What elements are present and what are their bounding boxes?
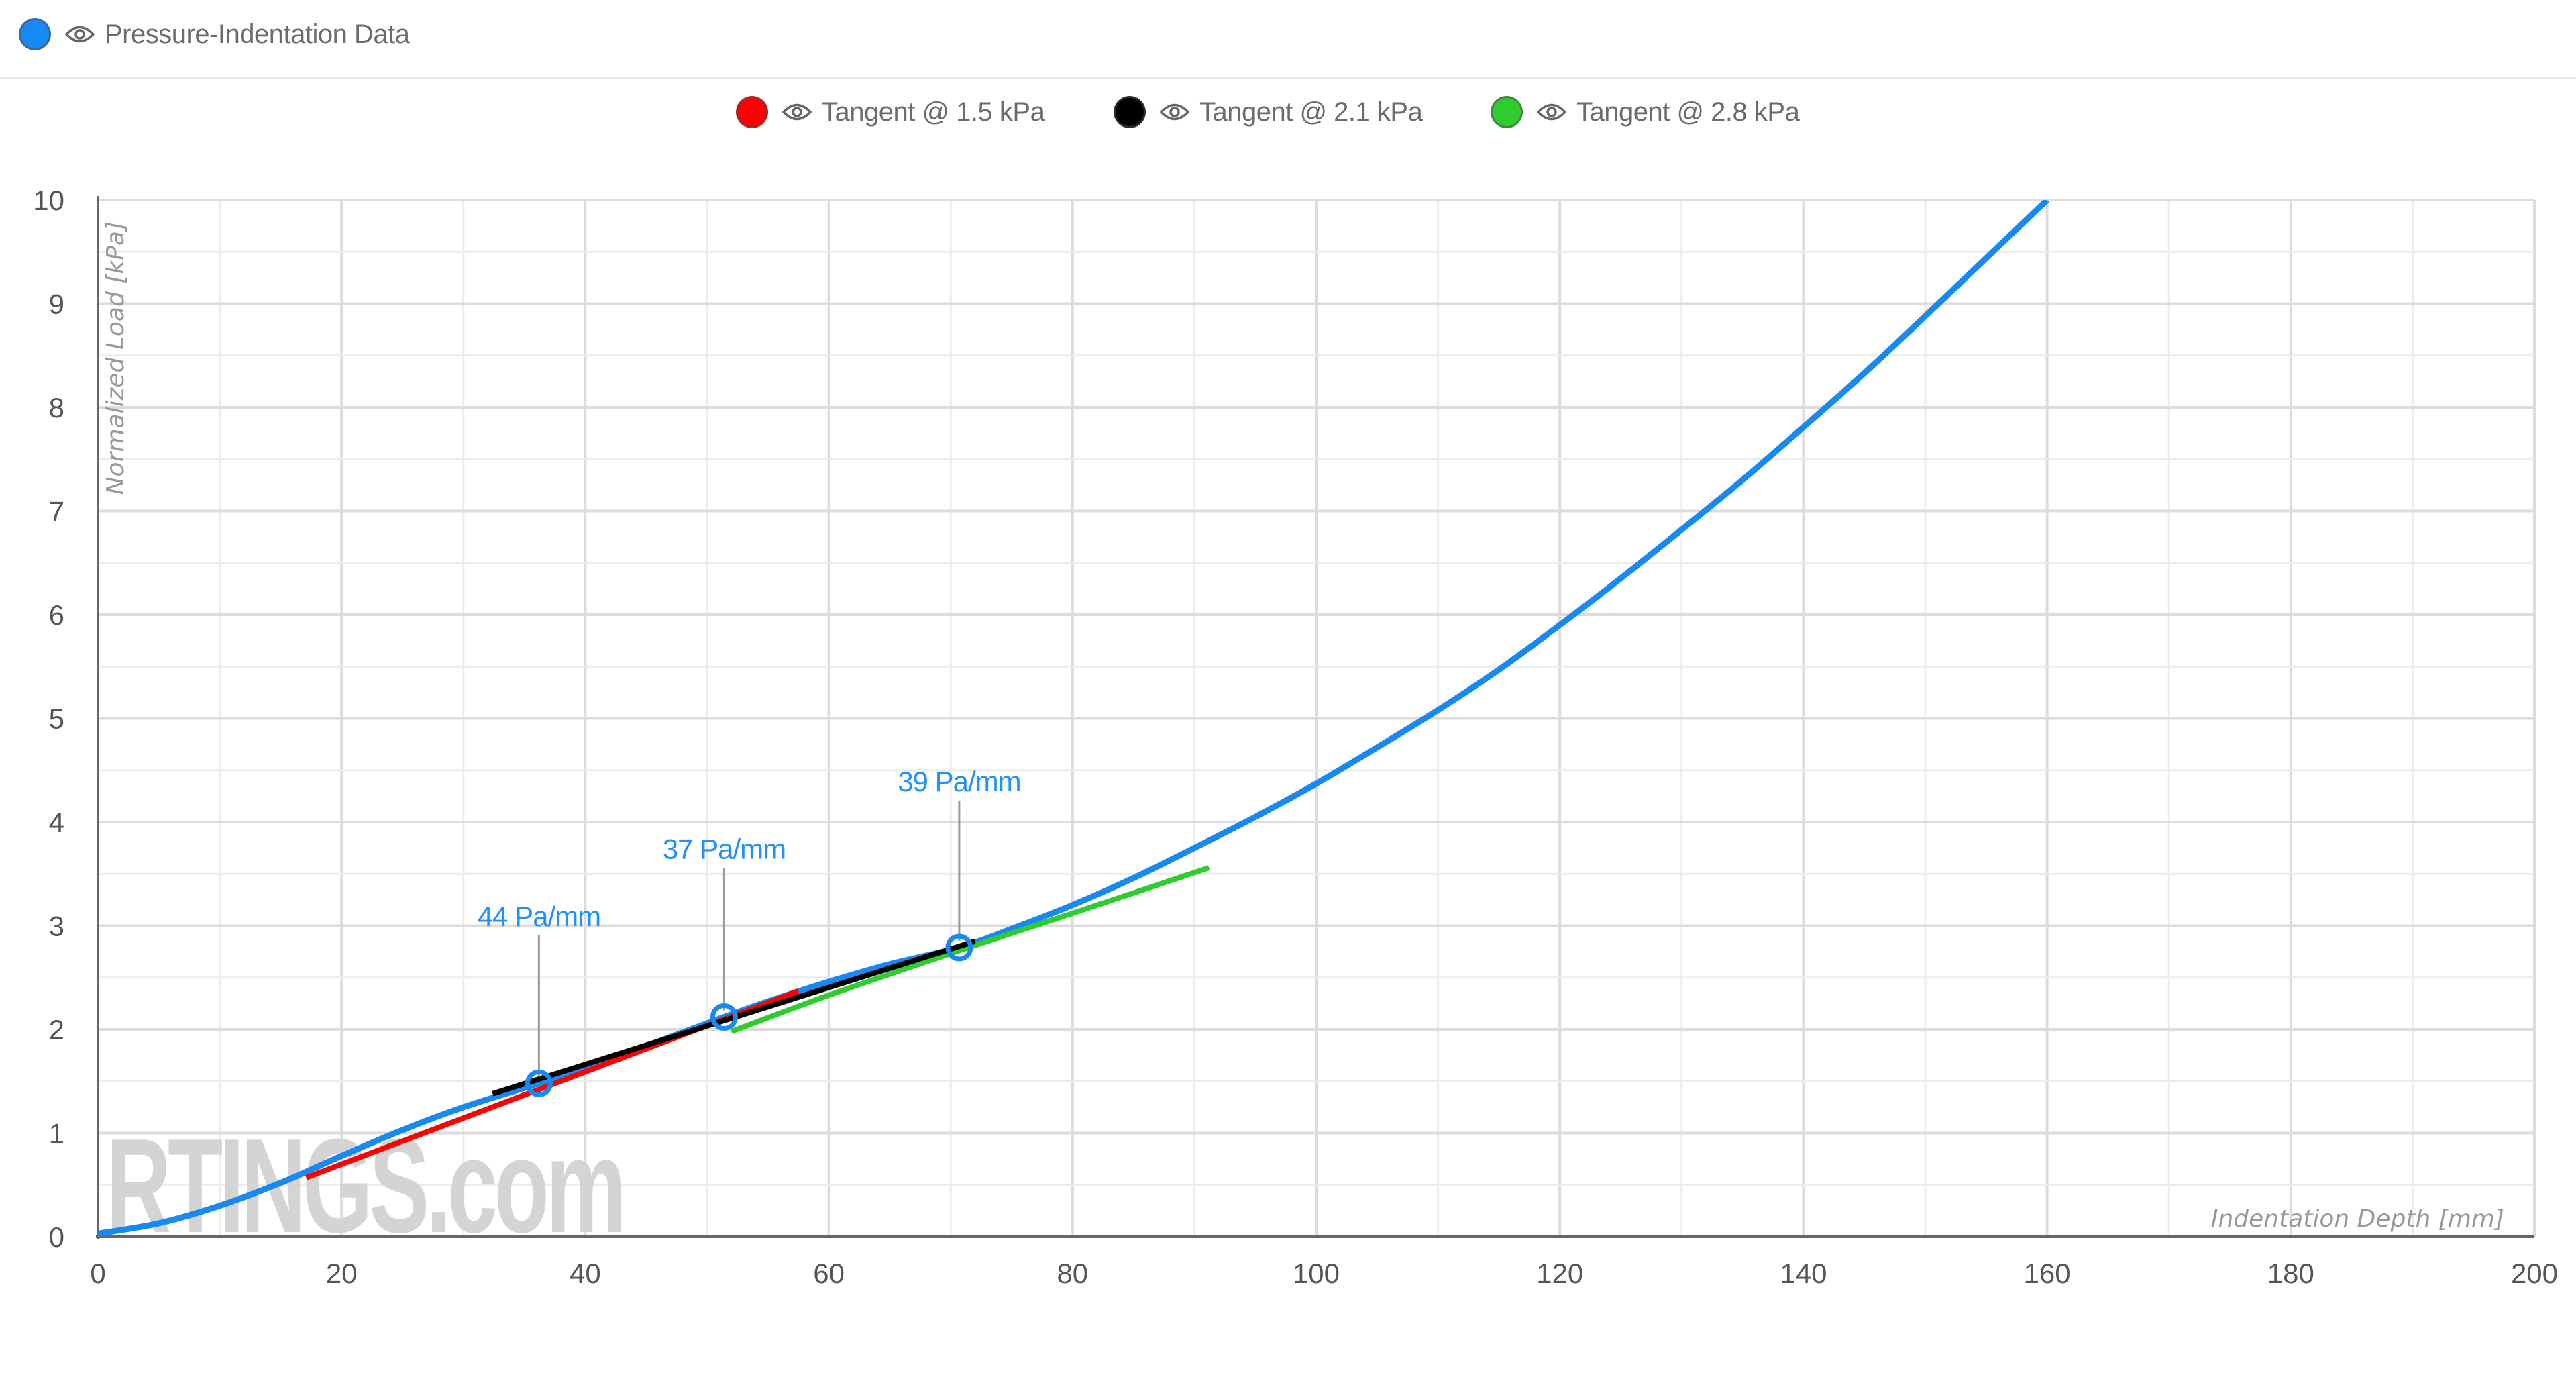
svg-text:8: 8 (49, 392, 64, 423)
annotation-3: 39 Pa/mm (898, 766, 1022, 962)
legend-item-tangent-1[interactable]: Tangent @ 1.5 kPa (736, 92, 1045, 132)
svg-text:9: 9 (49, 289, 64, 320)
series-color-dot (736, 96, 768, 128)
svg-text:3: 3 (49, 911, 64, 942)
slope-label: 39 Pa/mm (898, 766, 1020, 797)
svg-text:40: 40 (570, 1258, 601, 1289)
svg-text:140: 140 (1780, 1258, 1827, 1289)
svg-text:1: 1 (49, 1118, 64, 1150)
tangent-point-marker[interactable] (710, 1003, 738, 1031)
annotation-1: 44 Pa/mm (478, 901, 601, 1097)
grid (97, 199, 2536, 1238)
svg-text:60: 60 (813, 1258, 845, 1289)
svg-text:2: 2 (49, 1014, 64, 1046)
annotations: 44 Pa/mm 37 Pa/mm 39 Pa/mm (478, 766, 1022, 1097)
series-pressure-indentation (98, 200, 2049, 1237)
x-tick-labels: 0 20 40 60 80 100 120 140 160 180 200 (90, 1258, 2558, 1289)
eye-icon[interactable] (64, 24, 95, 44)
svg-text:100: 100 (1293, 1258, 1340, 1289)
annotation-2: 37 Pa/mm (663, 833, 786, 1031)
series-legend-bar: Pressure-Indentation Data (0, 0, 2576, 79)
svg-text:80: 80 (1057, 1258, 1088, 1289)
svg-text:0: 0 (90, 1258, 105, 1289)
tangent-point-marker[interactable] (525, 1069, 553, 1097)
series-color-dot (19, 18, 51, 50)
svg-text:5: 5 (49, 703, 64, 735)
svg-text:120: 120 (1536, 1258, 1583, 1289)
series-color-dot (1114, 96, 1146, 128)
eye-icon[interactable] (1536, 102, 1567, 122)
svg-text:4: 4 (49, 807, 64, 838)
watermark: RTINGS.com (106, 1111, 623, 1261)
svg-text:10: 10 (33, 185, 64, 216)
legend-item-tangent-2[interactable]: Tangent @ 2.1 kPa (1114, 92, 1423, 132)
legend-item-pressure-indentation[interactable]: Pressure-Indentation Data (19, 14, 410, 54)
x-axis-title: Indentation Depth [mm] (2211, 1205, 2504, 1233)
eye-icon[interactable] (1159, 102, 1190, 122)
svg-text:6: 6 (49, 599, 64, 631)
series-tangent-2-8 (730, 865, 1210, 1034)
svg-text:200: 200 (2511, 1258, 2558, 1289)
legend-label: Pressure-Indentation Data (105, 19, 410, 49)
legend-label: Tangent @ 1.5 kPa (822, 97, 1045, 127)
slope-label: 44 Pa/mm (478, 901, 600, 932)
legend-label: Tangent @ 2.1 kPa (1199, 97, 1423, 127)
legend-item-tangent-3[interactable]: Tangent @ 2.8 kPa (1491, 92, 1800, 132)
eye-icon[interactable] (782, 102, 812, 122)
svg-text:7: 7 (49, 496, 64, 527)
svg-text:0: 0 (49, 1221, 64, 1253)
svg-text:20: 20 (326, 1258, 358, 1289)
series-color-dot (1491, 96, 1523, 128)
svg-text:160: 160 (2024, 1258, 2071, 1289)
svg-text:180: 180 (2267, 1258, 2314, 1289)
y-axis-title: Normalized Load [kPa] (102, 221, 129, 495)
y-tick-labels: 0 1 2 3 4 5 6 7 8 9 10 (33, 185, 64, 1253)
legend-label: Tangent @ 2.8 kPa (1576, 97, 1800, 127)
slope-label: 37 Pa/mm (663, 833, 786, 864)
tangent-point-marker[interactable] (945, 933, 973, 962)
